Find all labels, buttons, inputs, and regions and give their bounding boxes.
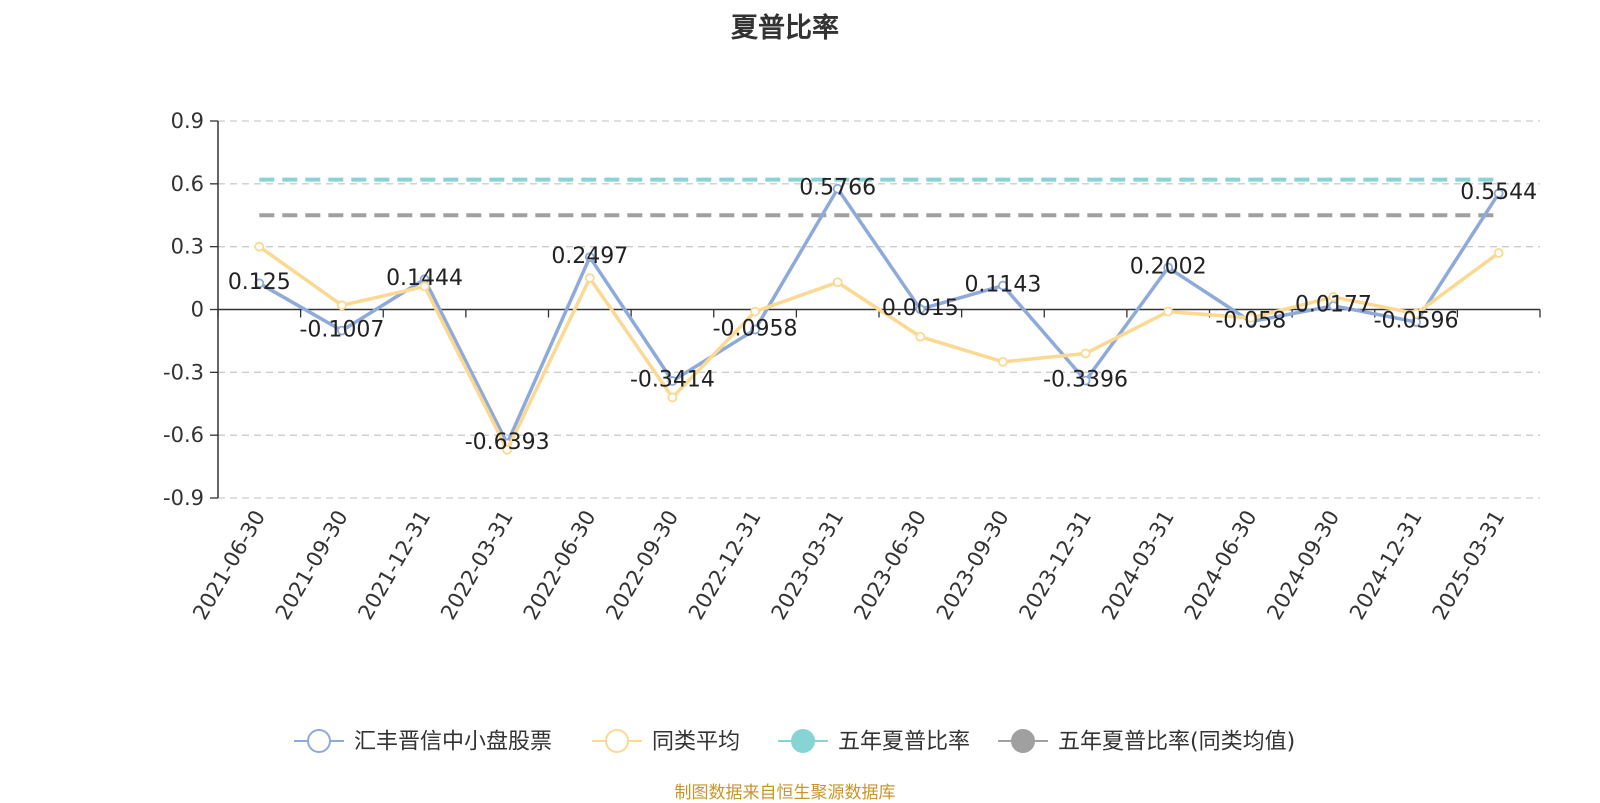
series-line [258,186,1501,446]
data-point[interactable] [998,280,1008,291]
y-tick-label: 0.9 [171,109,204,133]
x-tick-label: 2023-09-30 [932,506,1014,624]
data-point[interactable] [584,273,595,283]
y-tick-label: 0.3 [171,235,204,259]
data-point[interactable] [750,324,760,335]
y-tick-label: 0 [191,298,204,322]
x-tick-label: 2022-09-30 [601,506,683,624]
data-point[interactable] [1080,348,1091,359]
data-label: -0.0958 [713,316,798,341]
y-tick-label: 0.6 [171,172,204,196]
data-label: 0.1143 [964,272,1041,297]
data-label: 0.5544 [1460,180,1537,205]
x-tick-label: 2025-03-31 [1428,506,1510,624]
data-point[interactable] [998,356,1008,367]
data-label: 0.125 [228,270,291,295]
data-point[interactable] [1411,308,1421,319]
data-label: 0.2002 [1130,254,1207,279]
x-tick-label: 2021-06-30 [188,506,270,624]
series-layer [254,177,1504,455]
data-point[interactable] [1163,306,1174,317]
source-note: 制图数据来自恒生聚源数据库 [674,783,896,803]
data-point[interactable] [1080,375,1091,386]
legend-marker-icon [791,729,815,753]
data-label: 0.0177 [1295,292,1372,317]
data-point[interactable] [832,183,843,194]
x-tick-label: 2021-09-30 [271,506,353,624]
data-label: 0.1444 [386,266,463,291]
series-line [258,245,1500,452]
data-point[interactable] [337,300,347,311]
legend-marker-icon [307,729,331,753]
y-tick-label: -0.6 [163,423,204,447]
data-point[interactable] [337,325,347,336]
data-point[interactable] [1163,262,1174,273]
data-point[interactable] [1245,312,1256,323]
legend-marker-icon [1011,729,1035,753]
x-tick-label: 2024-06-30 [1180,506,1262,624]
legend-item[interactable]: 汇丰晋信中小盘股票 [354,730,552,755]
grid-layer [218,120,1540,499]
data-point[interactable] [502,444,513,455]
data-point[interactable] [667,392,678,403]
x-tick-label: 2022-06-30 [519,506,601,624]
data-label: 0.5766 [799,175,876,200]
x-tick-label: 2023-06-30 [849,506,931,624]
x-tick-label: 2021-12-31 [353,506,435,624]
data-label: -0.0596 [1374,309,1459,334]
data-point[interactable] [254,278,265,289]
legend-item[interactable]: 同类平均 [652,730,740,755]
x-tick-label: 2022-12-31 [684,506,766,624]
x-tick-label: 2024-03-31 [1097,506,1179,624]
data-point[interactable] [667,376,678,386]
data-point[interactable] [584,252,595,263]
x-tick-label: 2023-03-31 [767,506,849,624]
data-point[interactable] [1328,292,1339,302]
data-label: 0.0015 [882,296,959,321]
y-tick-label: -0.3 [163,360,204,384]
data-label: -0.1007 [299,317,384,342]
legend-marker-icon [605,729,629,753]
data-point[interactable] [832,277,843,288]
x-tick-label: 2024-09-30 [1262,506,1344,624]
x-tick-label: 2023-12-31 [1014,506,1096,624]
x-tick-label: 2024-12-31 [1345,506,1427,624]
data-label: -0.3396 [1043,367,1128,392]
data-point[interactable] [915,304,926,315]
data-point[interactable] [915,331,926,342]
data-label: -0.6393 [465,430,550,455]
y-tick-label: -0.9 [163,486,204,510]
data-point[interactable] [419,281,430,292]
legend-item[interactable]: 五年夏普比率 [838,730,970,755]
chart-title: 夏普比率 [731,13,839,44]
data-point[interactable] [1493,248,1504,258]
legend-item[interactable]: 五年夏普比率(同类均值) [1058,730,1295,755]
data-point[interactable] [750,306,760,317]
data-label: 0.2497 [551,244,628,269]
data-label: -0.058 [1215,308,1286,333]
x-tick-label: 2022-03-31 [436,506,518,624]
legend[interactable]: 汇丰晋信中小盘股票 同类平均 五年夏普比率 五年夏普比率(同类均值) [294,729,1295,755]
label-layer: 0.125 -0.1007 0.1444 -0.6393 0.2497 -0.3414 -0… [228,175,1537,455]
data-label: -0.3414 [630,368,715,393]
data-point[interactable] [254,241,265,252]
data-point[interactable] [1493,188,1504,199]
